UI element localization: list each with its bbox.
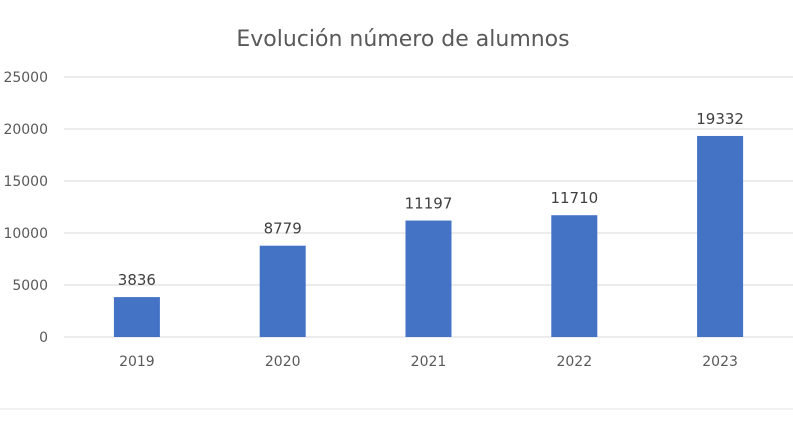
bar-2021 (405, 220, 452, 337)
bar-2020 (259, 245, 306, 337)
data-label-2019: 3836 (118, 271, 156, 289)
y-tick-label: 25000 (3, 70, 48, 86)
data-label-2021: 11197 (405, 195, 453, 213)
y-tick-label: 5000 (12, 278, 48, 294)
x-tick-label: 2019 (119, 354, 155, 370)
y-tick-label: 20000 (3, 122, 48, 138)
x-axis-ticks: 2019 2020 2021 2022 2023 (119, 354, 738, 370)
chart-title: Evolución número de alumnos (236, 27, 569, 52)
data-label-2020: 8779 (264, 220, 302, 238)
bar-2019 (113, 297, 160, 337)
y-tick-label: 15000 (3, 174, 48, 190)
y-tick-label: 10000 (3, 226, 48, 242)
x-tick-label: 2021 (411, 354, 447, 370)
x-tick-label: 2020 (265, 354, 301, 370)
y-axis-ticks: 0 5000 10000 15000 20000 25000 (3, 70, 48, 346)
data-label-2022: 11710 (550, 189, 598, 207)
x-tick-label: 2022 (556, 354, 592, 370)
bars (113, 135, 744, 337)
x-tick-label: 2023 (702, 354, 738, 370)
y-tick-label: 0 (39, 330, 48, 346)
data-label-2023: 19332 (696, 110, 744, 128)
bar-2023 (697, 135, 744, 337)
bar-2022 (551, 215, 598, 337)
data-labels: 3836 8779 11197 11710 19332 (118, 110, 744, 289)
